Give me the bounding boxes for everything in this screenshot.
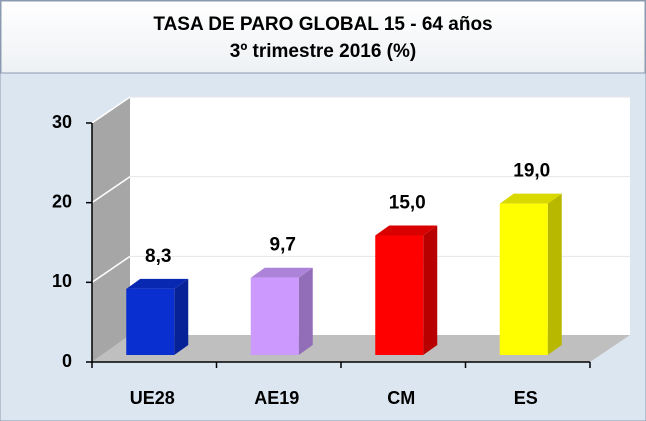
bar <box>375 235 424 355</box>
y-tick-label: 0 <box>62 351 72 371</box>
bar-side <box>423 225 438 355</box>
y-tick-label: 10 <box>52 271 72 291</box>
chart-subtitle: 3º trimestre 2016 (%) <box>230 41 416 62</box>
value-label: 9,7 <box>270 235 296 256</box>
title-box <box>0 0 646 74</box>
grid-line <box>91 255 131 283</box>
y-tick-label: 20 <box>52 191 72 211</box>
chart-title: TASA DE PARO GLOBAL 15 - 64 años <box>153 14 492 35</box>
value-label: 8,3 <box>145 246 171 267</box>
bar-top <box>250 267 313 278</box>
x-tick-label: ES <box>514 388 538 408</box>
value-label: 15,0 <box>389 193 426 214</box>
bar-side <box>547 193 562 355</box>
bar <box>126 288 175 355</box>
bar-top <box>375 225 438 236</box>
bar-top <box>126 278 189 289</box>
x-tick-label: CM <box>387 388 415 408</box>
floor <box>92 335 630 362</box>
bar <box>499 203 548 355</box>
y-tick-label: 30 <box>52 112 72 132</box>
bar <box>250 277 299 355</box>
grid-line <box>91 96 131 124</box>
x-tick-label: AE19 <box>254 388 299 408</box>
x-tick-label: UE28 <box>130 388 175 408</box>
grid-line <box>91 176 131 204</box>
bar-side <box>174 278 189 355</box>
side-wall <box>92 97 130 362</box>
bar-side <box>298 267 313 355</box>
bar-top <box>499 193 562 204</box>
value-label: 19,0 <box>513 161 550 182</box>
